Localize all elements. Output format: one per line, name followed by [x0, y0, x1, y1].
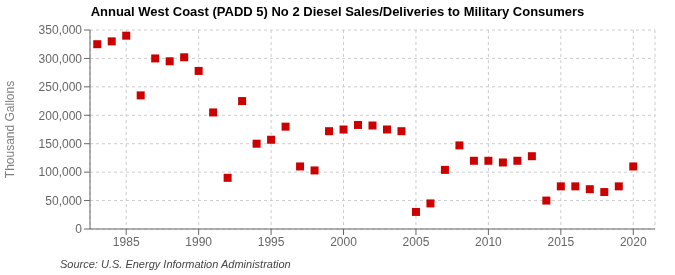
svg-text:Thousand Gallons: Thousand Gallons [8, 81, 17, 178]
svg-text:2015: 2015 [547, 235, 574, 249]
html-text:Annual West Coast (PADD 5) No: Annual West Coast (PADD 5) No 2 Diesel S… [90, 4, 585, 19]
svg-text:1995: 1995 [258, 235, 285, 249]
svg-text:0: 0 [75, 222, 82, 236]
svg-text:50,000: 50,000 [45, 194, 82, 208]
svg-text:250,000: 250,000 [39, 80, 83, 94]
svg-text:2020: 2020 [620, 235, 647, 249]
svg-text:2000: 2000 [330, 235, 357, 249]
svg-text:200,000: 200,000 [39, 109, 83, 123]
svg-text:100,000: 100,000 [39, 165, 83, 179]
svg-text:300,000: 300,000 [39, 52, 83, 66]
svg-text:2010: 2010 [475, 235, 502, 249]
svg-text:1990: 1990 [185, 235, 212, 249]
svg-text:1985: 1985 [113, 235, 140, 249]
svg-text:2005: 2005 [403, 235, 430, 249]
svg-text:350,000: 350,000 [39, 24, 83, 37]
html-text:Source: U.S. Energy Informatio: Source: U.S. Energy Information Administ… [60, 258, 291, 270]
svg-text:150,000: 150,000 [39, 137, 83, 151]
